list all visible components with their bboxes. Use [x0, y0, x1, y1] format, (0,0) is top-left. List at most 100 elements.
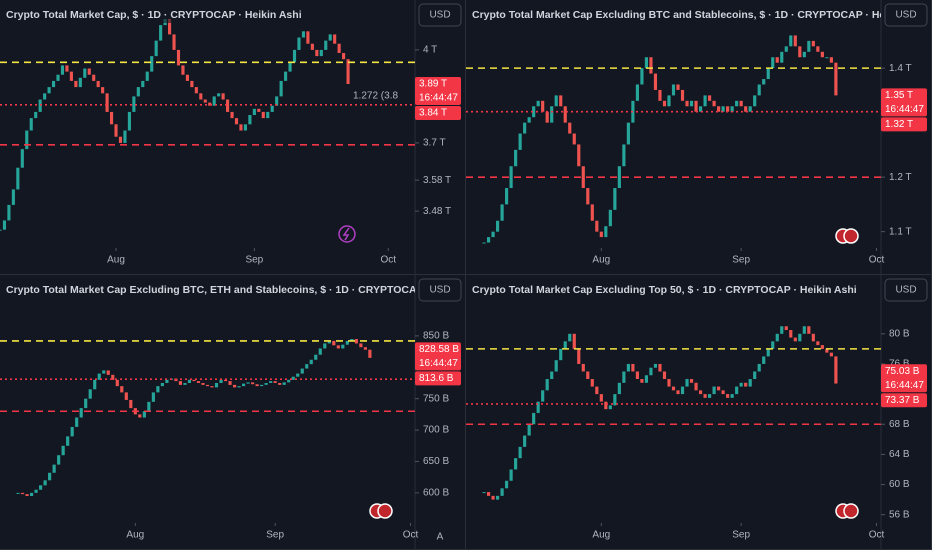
candle	[717, 386, 721, 391]
candle	[138, 414, 142, 418]
candle	[662, 100, 667, 107]
price-tag	[881, 117, 927, 132]
candle	[219, 379, 223, 383]
candle	[658, 363, 662, 372]
x-tick-label: Sep	[245, 255, 263, 266]
x-tick-label: Aug	[592, 255, 610, 266]
candle	[212, 96, 216, 106]
candle	[712, 100, 716, 107]
candle	[802, 326, 806, 334]
candle	[51, 80, 56, 88]
candle	[568, 122, 572, 134]
candle	[127, 111, 131, 131]
candle	[79, 408, 83, 418]
currency-label: USD	[429, 285, 450, 296]
candle	[577, 144, 581, 167]
candle	[829, 352, 833, 357]
candle	[243, 124, 247, 131]
candle	[160, 382, 164, 387]
candle	[581, 166, 585, 189]
candle	[260, 384, 264, 387]
x-tick-label: Oct	[403, 530, 419, 541]
candle	[43, 480, 47, 486]
candle	[196, 381, 201, 383]
candle	[150, 56, 154, 72]
candle	[762, 79, 766, 85]
candle	[536, 401, 540, 413]
price-tag	[415, 342, 461, 371]
currency-label: USD	[895, 10, 916, 21]
chart-panel: 4 T 3.7 T 3.58 T 3.48 T Aug Sep Oct 1.272 (3.8 C…	[0, 0, 466, 275]
candle	[345, 340, 349, 345]
candle	[273, 381, 277, 383]
candle	[223, 379, 228, 382]
candle	[252, 108, 256, 116]
candle	[165, 379, 169, 383]
candle	[178, 381, 183, 385]
x-tick-label: Aug	[592, 530, 610, 541]
currency-button[interactable]	[884, 3, 928, 27]
candle	[680, 89, 685, 101]
candle	[115, 379, 119, 387]
candle	[482, 492, 486, 494]
candle	[550, 371, 554, 380]
currency-button[interactable]	[418, 3, 462, 27]
candle	[38, 99, 42, 112]
candle	[136, 87, 140, 97]
candle	[269, 381, 273, 383]
candle	[246, 382, 250, 384]
candle	[84, 398, 88, 409]
candle	[350, 339, 354, 341]
candle	[310, 43, 314, 50]
candle	[154, 40, 158, 57]
candle	[816, 46, 820, 52]
candle	[203, 99, 207, 103]
candle	[590, 379, 594, 387]
candle	[518, 133, 522, 150]
candle	[622, 144, 626, 167]
candle	[635, 84, 639, 101]
candle	[744, 382, 748, 387]
chart-title: Crypto Total Market Cap, $ · 1D · CRYPTO…	[6, 9, 302, 21]
candle	[671, 386, 676, 391]
candle	[622, 371, 626, 383]
auto-scale-button[interactable]: A	[437, 532, 444, 543]
candle	[671, 84, 676, 96]
candle	[825, 57, 829, 59]
candle	[287, 379, 291, 383]
candle	[694, 100, 698, 112]
candle	[120, 386, 124, 393]
y-tick-label: 750 B	[423, 393, 449, 404]
candle	[74, 80, 78, 88]
candle	[491, 495, 495, 500]
candle	[766, 68, 770, 80]
x-tick-label: Aug	[107, 255, 125, 266]
candle	[20, 492, 25, 495]
candle	[25, 130, 29, 150]
candle	[495, 220, 500, 232]
candle	[482, 242, 486, 244]
plot-area	[0, 339, 415, 497]
price-tag-label: 3.84 T	[419, 108, 447, 119]
candle	[102, 370, 106, 374]
chart-panel: 850 B 750 B 700 B 650 B 600 B Aug Sep Oct Crypto…	[0, 275, 466, 550]
candle	[509, 469, 513, 481]
candle	[789, 330, 793, 338]
candle	[43, 93, 47, 100]
candle	[599, 394, 603, 402]
candle	[66, 436, 70, 446]
candle	[608, 405, 612, 410]
candle	[142, 411, 146, 418]
candle	[649, 367, 653, 376]
candle	[514, 149, 518, 167]
price-tag-label: 73.37 B	[885, 395, 920, 406]
price-tag-label: 75.03 B	[885, 366, 920, 377]
y-tick-label: 60 B	[889, 479, 910, 490]
candle	[563, 106, 567, 123]
candle	[93, 379, 97, 390]
candle	[181, 65, 185, 75]
currency-button[interactable]	[884, 278, 928, 302]
currency-button[interactable]	[418, 278, 462, 302]
candle	[300, 368, 304, 374]
